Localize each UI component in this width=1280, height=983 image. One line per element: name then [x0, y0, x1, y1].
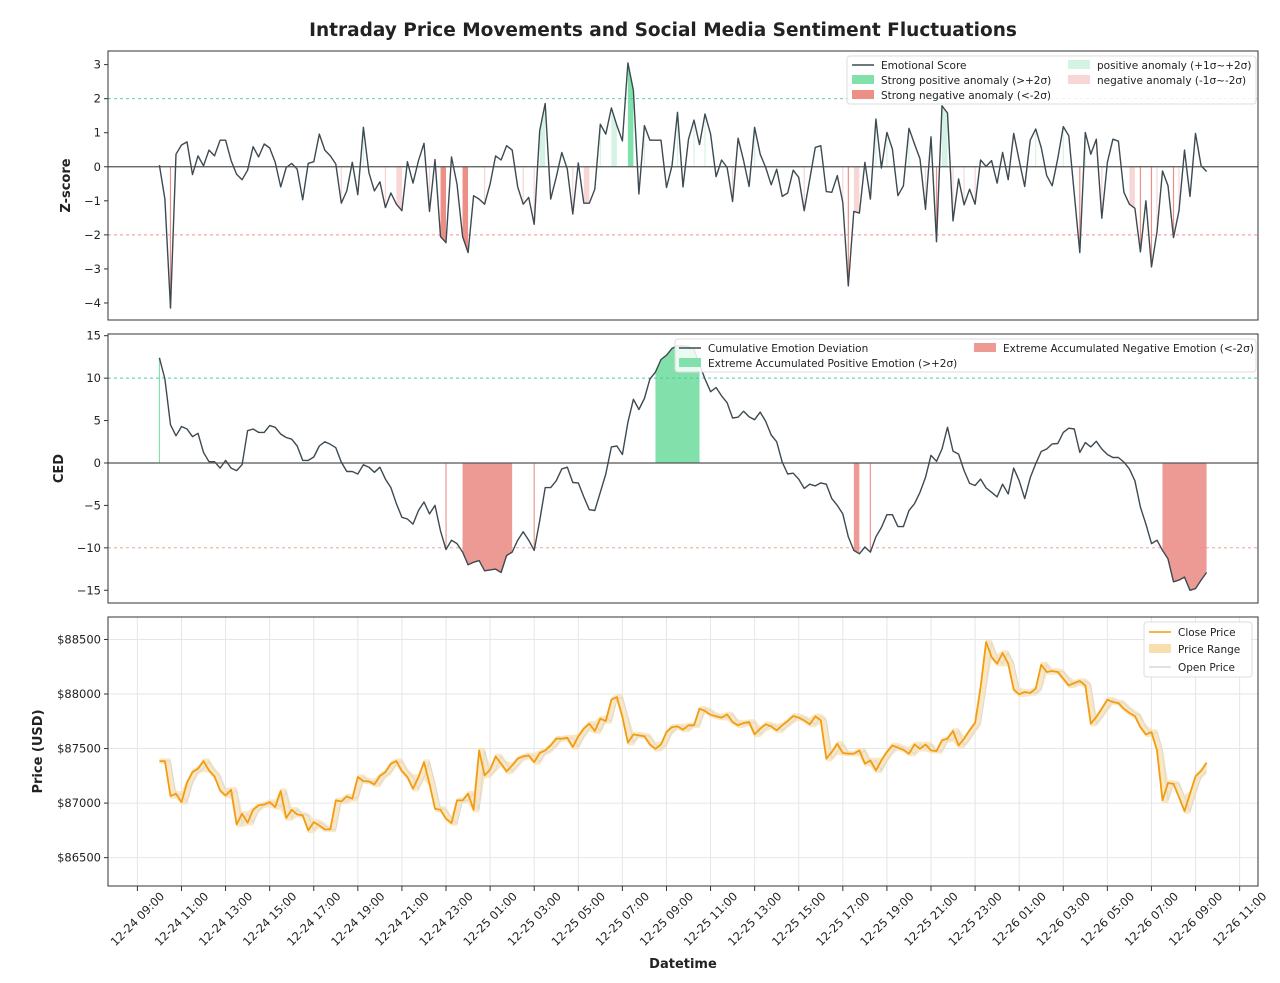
y-axis-label: Price (USD) [31, 709, 46, 793]
legend-box [674, 338, 1257, 373]
chart-title: Intraday Price Movements and Social Medi… [309, 20, 1017, 41]
y-tick-label: $87000 [57, 796, 101, 810]
panel-1: 3 2 1 0 −1 −2 −3 −4 Z-score Emotional Score Strong… [59, 50, 1259, 321]
strong-negative-anomaly-fill [462, 166, 469, 253]
panel-2: 15 10 5 0 −5 −10 −15 CED Cumulative Emotion Devi… [52, 329, 1259, 604]
legend-item: Close Price [1149, 627, 1236, 639]
axes-frame [107, 333, 1259, 604]
y-tick-label: −1 [84, 194, 101, 208]
legend-label: Strong negative anomaly (<-2σ) [881, 90, 1051, 102]
legend: Close Price Price Range Open Price [1143, 621, 1253, 678]
y-tick-label: −10 [77, 541, 101, 555]
positive-anomaly-fill [539, 103, 546, 167]
legend-patch-swatch [1068, 60, 1090, 69]
positive-anomaly-fill [942, 105, 948, 167]
legend-box [846, 55, 1257, 105]
legend: Emotional Score Strong positive anomaly (… [846, 55, 1257, 105]
y-tick-label: −5 [84, 498, 101, 512]
y-axis-label: CED [52, 454, 67, 483]
legend-item: Emotional Score [852, 60, 967, 72]
y-tick-label: −4 [84, 296, 101, 310]
axes-frame [107, 616, 1259, 887]
y-tick-label: 3 [94, 58, 101, 72]
legend-item: positive anomaly (+1σ~+2σ) [1068, 60, 1251, 72]
strong-negative-anomaly-fill [440, 166, 447, 243]
strong-positive-anomaly-fill [627, 62, 634, 167]
x-axis-label: Datetime [649, 957, 717, 972]
axes-frame [107, 50, 1259, 321]
legend-label: Open Price [1178, 662, 1235, 674]
panel-3: $88500 $88000 $87500 $87000 $86500 Price (USD… [31, 616, 1259, 887]
legend-item: negative anomaly (-1σ~-2σ) [1068, 75, 1246, 87]
y-tick-label: 0 [94, 456, 101, 470]
legend-patch-swatch [852, 90, 874, 99]
legend-label: Price Range [1178, 644, 1240, 656]
negative-anomaly-fill [396, 166, 402, 211]
legend-item: Strong negative anomaly (<-2σ) [852, 90, 1051, 102]
y-tick-label: −3 [84, 262, 101, 276]
extreme-negative-fill [1162, 462, 1207, 591]
extreme-negative-fill [853, 462, 860, 554]
legend-label: positive anomaly (+1σ~+2σ) [1097, 60, 1251, 72]
legend-patch-swatch [1149, 644, 1171, 653]
legend-label: Extreme Accumulated Positive Emotion (>+… [708, 358, 957, 370]
legend-label: Close Price [1178, 627, 1236, 639]
extreme-positive-fill [655, 345, 700, 463]
y-axis-label: Z-score [59, 158, 74, 212]
y-tick-label: −15 [77, 583, 101, 597]
y-tick-label: $86500 [57, 851, 101, 865]
negative-anomaly-fill [583, 166, 590, 204]
price-range-band [159, 639, 1207, 834]
legend-item: Strong positive anomaly (>+2σ) [852, 75, 1051, 87]
extreme-negative-fill [462, 462, 513, 573]
y-tick-label: −2 [84, 228, 101, 242]
y-tick-label: $87500 [57, 742, 101, 756]
legend-label: Cumulative Emotion Deviation [708, 343, 868, 355]
legend-label: Strong positive anomaly (>+2σ) [881, 75, 1051, 87]
y-tick-label: $88000 [57, 687, 101, 701]
legend-label: Emotional Score [881, 60, 967, 72]
legend-patch-swatch [974, 343, 996, 352]
y-tick-label: 15 [86, 329, 101, 343]
legend-patch-swatch [852, 75, 874, 84]
emotional-score-line [158, 62, 1208, 309]
y-tick-label: 2 [94, 92, 101, 106]
legend-item: Price Range [1149, 644, 1240, 656]
legend-label: negative anomaly (-1σ~-2σ) [1097, 75, 1246, 87]
y-tick-label: $88500 [57, 632, 101, 646]
legend-item: Cumulative Emotion Deviation [679, 343, 868, 355]
negative-anomaly-fill [853, 166, 860, 214]
legend-item: Extreme Accumulated Positive Emotion (>+… [679, 358, 957, 370]
y-tick-label: 0 [94, 160, 101, 174]
legend-item: Open Price [1149, 662, 1235, 674]
negative-anomaly-fill [1129, 166, 1135, 209]
legend-box [1143, 621, 1253, 678]
legend-label: Extreme Accumulated Negative Emotion (<-… [1003, 343, 1254, 355]
legend: Cumulative Emotion Deviation Extreme Accu… [674, 338, 1257, 373]
y-tick-label: 5 [94, 414, 101, 428]
y-tick-label: 10 [86, 371, 101, 385]
y-tick-label: 1 [94, 126, 101, 140]
close-price-line [159, 641, 1208, 832]
legend-patch-swatch [1068, 75, 1090, 84]
legend-patch-swatch [679, 358, 701, 367]
legend-item: Extreme Accumulated Negative Emotion (<-… [974, 343, 1254, 355]
